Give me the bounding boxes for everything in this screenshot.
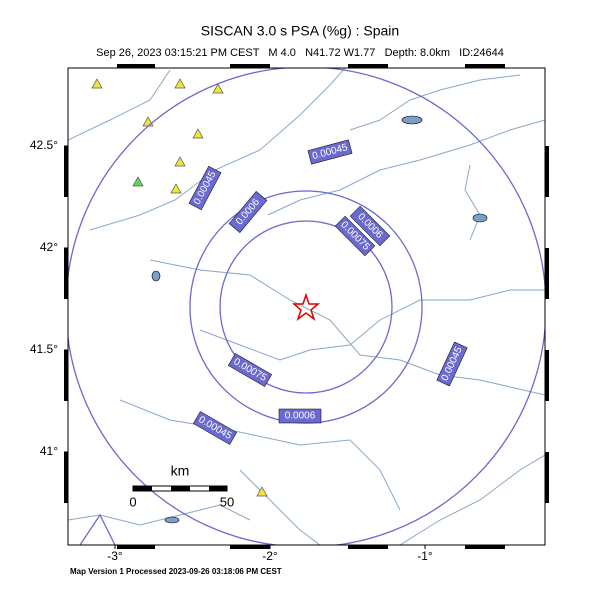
contour-label-text: 0.0006 bbox=[285, 411, 316, 422]
contour-label-box bbox=[307, 139, 353, 165]
frame-ticks bbox=[64, 64, 549, 549]
contour-label: 0.0006 bbox=[278, 408, 322, 424]
contour-label-box bbox=[278, 408, 322, 424]
scale-label: 0 bbox=[129, 494, 136, 509]
contour-label-box bbox=[436, 341, 468, 387]
scale-label: 50 bbox=[220, 494, 234, 509]
contour-label-box bbox=[349, 205, 391, 247]
y-tick-label: 42° bbox=[40, 240, 58, 254]
y-tick-label: 42.5° bbox=[30, 138, 58, 152]
y-tick-label: 41.5° bbox=[30, 342, 58, 356]
contour-label-box bbox=[188, 165, 222, 211]
title: SISCAN 3.0 s PSA (%g) : Spain bbox=[201, 23, 399, 39]
scale-unit: km bbox=[171, 463, 190, 479]
contour-label-box bbox=[228, 191, 268, 233]
subtitle: Sep 26, 2023 03:15:21 PM CEST M 4.0 N41.… bbox=[96, 47, 504, 59]
epicenter bbox=[291, 292, 321, 322]
x-tick-label: -2° bbox=[262, 549, 278, 563]
footer: Map Version 1 Processed 2023-09-26 03:18… bbox=[70, 567, 282, 576]
x-tick-label: -3° bbox=[107, 549, 123, 563]
x-tick-label: -1° bbox=[417, 549, 433, 563]
contour-label-box bbox=[334, 215, 376, 257]
contour-line bbox=[219, 220, 393, 394]
contour-label-box bbox=[227, 353, 273, 387]
y-tick-label: 41° bbox=[40, 444, 58, 458]
frame bbox=[67, 67, 546, 546]
scale-bar bbox=[132, 485, 228, 492]
contour-label-box bbox=[192, 411, 238, 445]
